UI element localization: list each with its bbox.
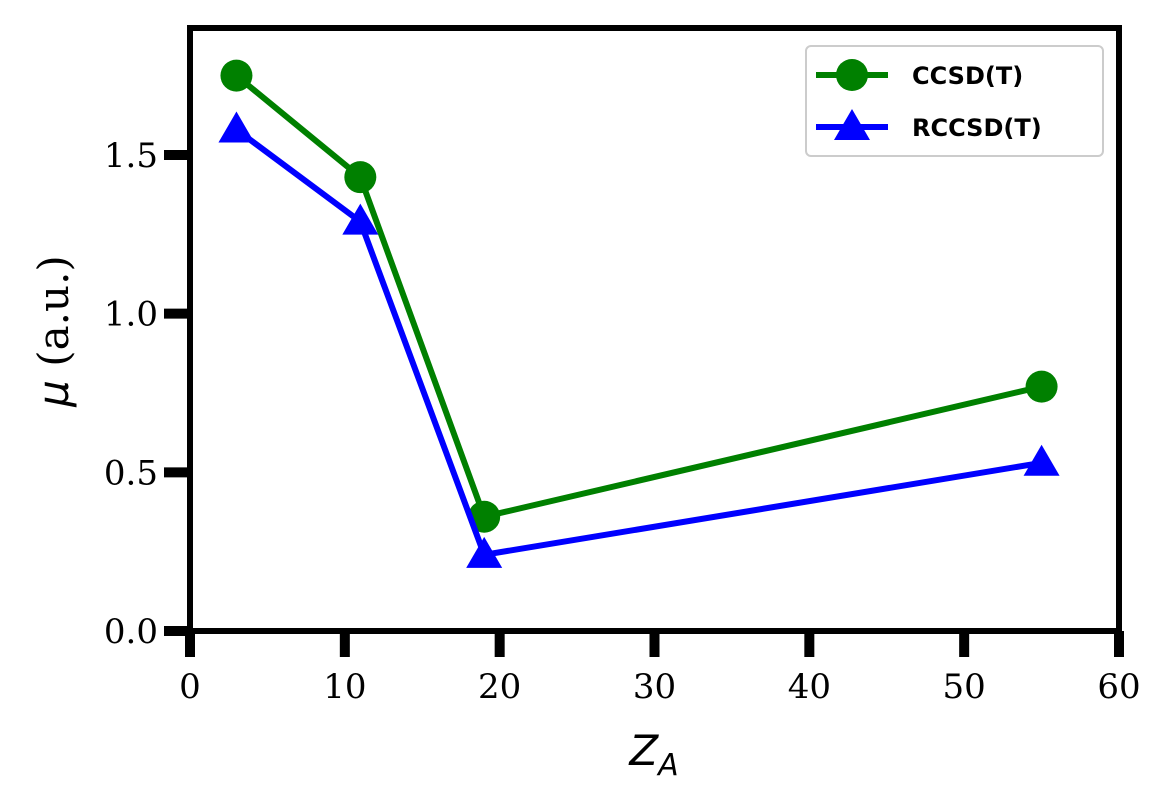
y-tick-label-3: 1.5 bbox=[104, 136, 158, 176]
data-point-rccsdt-2 bbox=[466, 536, 503, 568]
x-tick-label-6: 60 bbox=[1097, 667, 1140, 707]
y-tick-label-1: 0.5 bbox=[104, 453, 158, 493]
legend: CCSD(T) RCCSD(T) bbox=[805, 45, 1104, 157]
x-tick-label-5: 50 bbox=[943, 667, 986, 707]
x-axis-label-base: Z bbox=[628, 726, 659, 775]
data-point-ccsdt-1 bbox=[344, 161, 377, 194]
x-tick-label-0: 0 bbox=[179, 667, 201, 707]
x-axis-label: ZA bbox=[628, 726, 678, 783]
y-axis-label-unit: (a.u.) bbox=[29, 255, 78, 380]
data-point-ccsdt-0 bbox=[220, 59, 253, 92]
data-point-rccsdt-1 bbox=[342, 203, 379, 235]
data-point-rccsdt-3 bbox=[1023, 444, 1060, 476]
ticks-layer: 0 10 20 30 40 50 60 0.0 0.5 1.0 1.5 bbox=[104, 136, 1141, 707]
x-tick-label-1: 10 bbox=[323, 667, 366, 707]
data-point-rccsdt-0 bbox=[218, 111, 255, 143]
x-tick-label-3: 30 bbox=[633, 667, 676, 707]
y-axis-label-symbol: μ bbox=[29, 380, 78, 408]
data-point-ccsdt-3 bbox=[1025, 370, 1058, 403]
x-axis-label-sub: A bbox=[656, 748, 679, 783]
y-axis-label: μ (a.u.) bbox=[29, 255, 78, 408]
legend-marker-ccsdt bbox=[836, 59, 868, 91]
x-tick-label-2: 20 bbox=[478, 667, 521, 707]
legend-marker-rccsdt bbox=[834, 109, 870, 140]
legend-label-rccsdt: RCCSD(T) bbox=[912, 114, 1042, 142]
series-line-ccsdt bbox=[234, 73, 1043, 520]
x-tick-label-4: 40 bbox=[788, 667, 831, 707]
legend-label-ccsdt: CCSD(T) bbox=[912, 62, 1023, 90]
y-tick-label-2: 1.0 bbox=[104, 295, 158, 335]
series-layer bbox=[218, 59, 1060, 568]
y-tick-label-0: 0.0 bbox=[104, 612, 158, 652]
plot-frame bbox=[187, 25, 1122, 634]
series-line-rccsdt bbox=[234, 127, 1043, 558]
